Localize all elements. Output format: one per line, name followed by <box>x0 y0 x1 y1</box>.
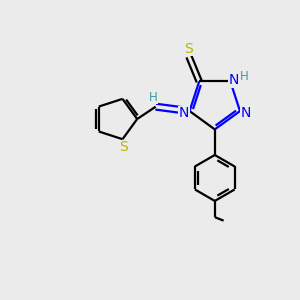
Text: H: H <box>240 70 249 83</box>
Text: N: N <box>229 73 239 87</box>
Text: S: S <box>120 140 128 154</box>
Text: N: N <box>179 106 190 120</box>
Text: H: H <box>149 91 158 104</box>
Text: N: N <box>241 106 251 120</box>
Text: S: S <box>184 42 193 56</box>
